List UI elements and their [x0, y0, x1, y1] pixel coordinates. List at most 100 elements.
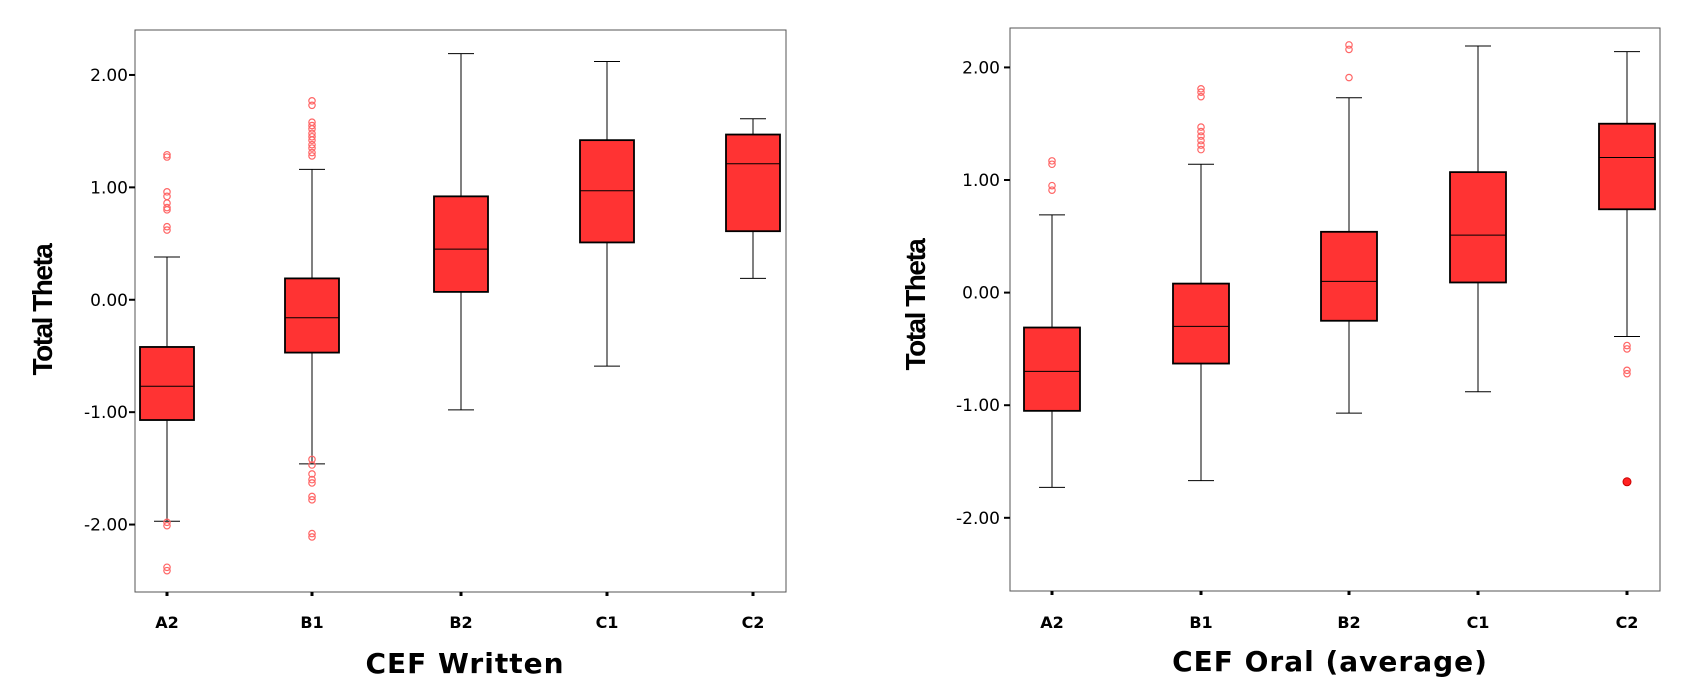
outlier-point [1197, 136, 1205, 145]
outlier-point [308, 121, 316, 130]
outlier-point [1197, 127, 1205, 136]
iqr-box [1172, 282, 1230, 365]
outlier-point [308, 136, 316, 144]
chart-panel-1: 2.00 1.00 0.00 -1.00 -2.00 A2 B1 B2 C1 C2 CEF Writ… [27, 29, 787, 680]
outlier-point [308, 479, 316, 487]
outlier-point [1048, 160, 1056, 169]
x-category-label: A2 [155, 613, 179, 632]
outlier-point [163, 150, 171, 159]
outlier-point [1048, 186, 1056, 194]
iqr-box [433, 195, 489, 293]
box-C1 [1449, 45, 1507, 393]
outlier-point [163, 153, 171, 161]
box-B1 [1172, 85, 1230, 482]
iqr-box [139, 346, 195, 421]
y-axis-title: Total Theta [27, 243, 58, 376]
iqr-box [1320, 230, 1378, 322]
outlier-point [1197, 145, 1205, 154]
iqr-box [579, 139, 635, 244]
y-tick-label: 0.00 [962, 284, 1000, 304]
outlier-point [1048, 157, 1056, 165]
x-category-label: B1 [300, 613, 323, 632]
outlier-point [308, 492, 316, 501]
x-axis-title: CEF Oral (average) [1172, 645, 1488, 678]
y-tick-label: -1.00 [956, 396, 1000, 416]
outlier-point [308, 461, 316, 469]
y-tick-label: 1.00 [90, 178, 128, 198]
outlier-point [1197, 88, 1205, 96]
outlier-point [1197, 141, 1205, 149]
iqr-box [1449, 171, 1507, 284]
y-tick-label: 2.00 [90, 66, 128, 86]
outlier-point [163, 226, 171, 234]
outlier-point [308, 97, 316, 105]
extreme-point [1622, 477, 1632, 487]
outlier-point [308, 152, 316, 160]
x-category-label: A2 [1040, 613, 1064, 632]
outlier-point [308, 148, 316, 157]
outlier-point [308, 455, 316, 464]
iqr-box [1598, 122, 1656, 211]
outlier-point [163, 206, 171, 214]
box-C1 [579, 60, 635, 367]
outlier-point [163, 192, 171, 201]
outlier-point [1197, 132, 1205, 140]
outlier-point [308, 533, 316, 541]
outlier-point [308, 101, 316, 110]
x-axis-title: CEF Written [365, 647, 564, 680]
outlier-point [163, 518, 171, 527]
x-category-label: B1 [1189, 613, 1212, 632]
box-C2 [725, 118, 781, 279]
outlier-point [1345, 41, 1353, 49]
x-category-label: C1 [596, 613, 619, 632]
outlier-point [308, 496, 316, 504]
box-B1 [284, 97, 340, 541]
outlier-point [1197, 92, 1205, 101]
chart-panel-2: 2.00 1.00 0.00 -1.00 -2.00 A2 B1 B2 C1 C2 CEF Oral… [900, 27, 1661, 678]
outlier-point [1623, 345, 1631, 353]
outlier-point [163, 566, 171, 575]
iqr-box [284, 277, 340, 354]
y-axis-title: Total Theta [900, 238, 931, 371]
box-B2 [1320, 41, 1378, 414]
outlier-point [1048, 181, 1056, 190]
x-category-label: B2 [1337, 613, 1360, 632]
y-tick-label: 2.00 [962, 58, 1000, 78]
outlier-point [1623, 366, 1631, 375]
plot-frame [1009, 27, 1661, 592]
box-A2 [139, 150, 195, 575]
outlier-point [1345, 73, 1353, 82]
outlier-point [163, 188, 171, 196]
outlier-point [308, 132, 316, 141]
outlier-point [308, 470, 316, 478]
x-category-label: C2 [742, 613, 765, 632]
iqr-box [725, 133, 781, 233]
outlier-point [1345, 45, 1353, 54]
outlier-point [308, 529, 316, 538]
outlier-point [308, 125, 316, 133]
outlier-point [1197, 123, 1205, 131]
outlier-point [163, 563, 171, 572]
y-tick-label: -1.00 [84, 403, 128, 423]
x-category-label: B2 [449, 613, 472, 632]
outlier-point [308, 144, 316, 152]
x-category-label: C1 [1467, 613, 1490, 632]
outlier-point [163, 203, 171, 212]
box-B2 [433, 53, 489, 411]
outlier-point [308, 140, 316, 149]
iqr-box [1023, 326, 1081, 412]
box-A2 [1023, 157, 1081, 488]
box-C2 [1598, 51, 1656, 487]
y-tick-label: 1.00 [962, 171, 1000, 191]
outlier-point [308, 475, 316, 484]
outlier-point [163, 222, 171, 231]
y-tick-label: -2.00 [956, 509, 1000, 529]
y-tick-label: -2.00 [84, 516, 128, 536]
outlier-point [1623, 369, 1631, 378]
outlier-point [163, 521, 171, 530]
outlier-point [1197, 85, 1205, 93]
outlier-point [1623, 341, 1631, 350]
y-tick-label: 0.00 [90, 291, 128, 311]
x-category-label: C2 [1616, 613, 1639, 632]
